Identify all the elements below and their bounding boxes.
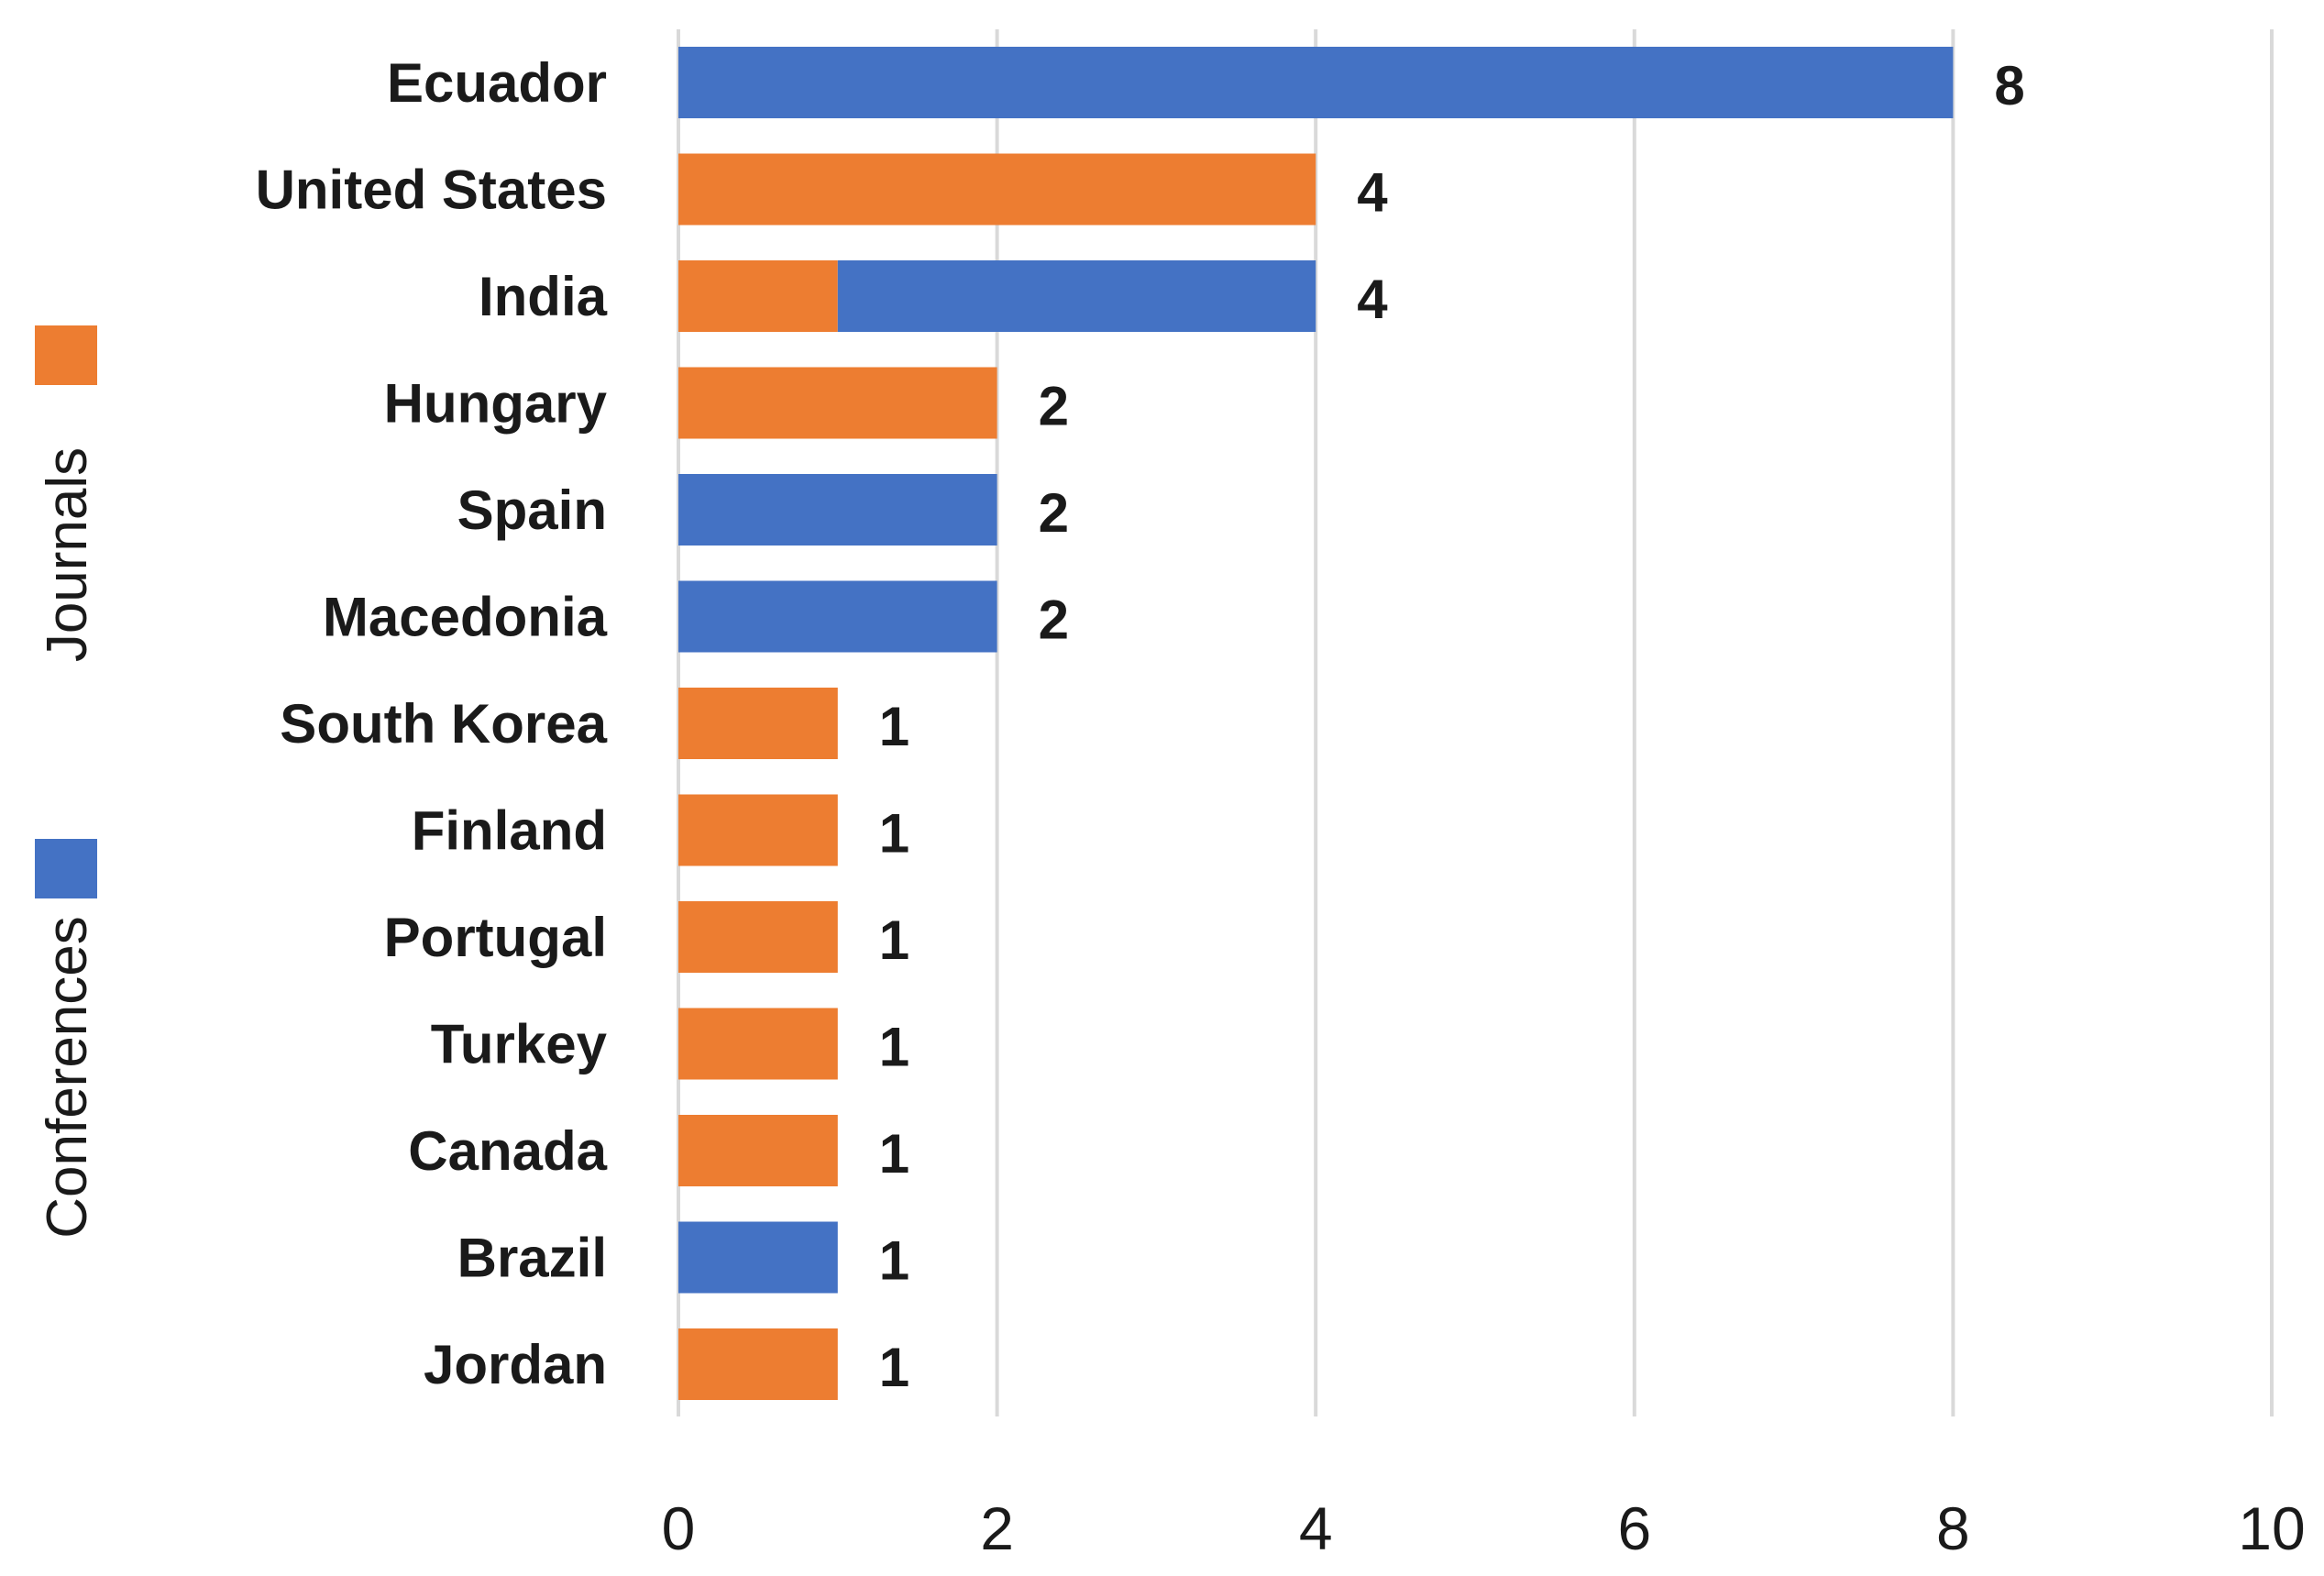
x-tick-label: 4 bbox=[1299, 1494, 1333, 1562]
data-label: 1 bbox=[879, 1337, 909, 1398]
category-label: United States bbox=[256, 160, 607, 221]
category-label: Canada bbox=[408, 1120, 607, 1182]
data-label: 1 bbox=[879, 696, 909, 757]
bar-journals-portugal bbox=[678, 901, 838, 973]
bar-journals-finland bbox=[678, 794, 838, 866]
bar-journals-canada bbox=[678, 1115, 838, 1186]
bar-journals-hungary bbox=[678, 367, 997, 439]
x-tick-label: 2 bbox=[980, 1494, 1014, 1562]
category-label: Hungary bbox=[384, 373, 608, 435]
legend-swatch-journals bbox=[35, 325, 97, 385]
bars bbox=[678, 47, 1954, 1400]
x-tick-label: 0 bbox=[662, 1494, 696, 1562]
data-label: 2 bbox=[1039, 590, 1069, 651]
legend-swatch-conferences bbox=[35, 839, 97, 898]
data-label: 8 bbox=[1994, 55, 2024, 116]
bar-conferences-spain bbox=[678, 474, 997, 546]
bar-conferences-macedonia bbox=[678, 580, 997, 653]
legend-label-conferences: Conferences bbox=[36, 916, 99, 1239]
category-label: Macedonia bbox=[323, 587, 608, 648]
x-tick-label: 8 bbox=[1936, 1494, 1970, 1562]
bar-conferences-brazil bbox=[678, 1221, 838, 1294]
legend-label-journals: Journals bbox=[36, 447, 99, 662]
gridlines bbox=[677, 29, 2274, 1416]
data-label: 1 bbox=[879, 1123, 909, 1185]
data-label: 2 bbox=[1039, 482, 1069, 544]
data-label: 1 bbox=[879, 803, 909, 865]
category-label: Ecuador bbox=[387, 52, 607, 114]
bar-journals-united-states bbox=[678, 153, 1316, 226]
legend: Journals Conferences bbox=[35, 325, 99, 1239]
bar-journals-jordan bbox=[678, 1328, 838, 1400]
category-label: Finland bbox=[412, 800, 607, 862]
data-label: 1 bbox=[879, 1017, 909, 1078]
data-label: 4 bbox=[1357, 162, 1388, 224]
data-label: 1 bbox=[879, 909, 909, 971]
category-label: Turkey bbox=[431, 1014, 608, 1075]
category-label: Jordan bbox=[424, 1334, 607, 1395]
bar-conferences-india bbox=[837, 260, 1316, 332]
data-label: 4 bbox=[1357, 269, 1388, 330]
category-label: Brazil bbox=[457, 1228, 607, 1289]
category-label: Spain bbox=[457, 479, 607, 541]
bar-journals-south-korea bbox=[678, 688, 838, 759]
bar-conferences-ecuador bbox=[678, 47, 1954, 118]
category-label: Portugal bbox=[384, 907, 607, 968]
bar-journals-india bbox=[678, 260, 838, 332]
labels: 0 2 4 6 8 10 Ecuador 8 United States 4 India 4 Hunga… bbox=[256, 52, 2306, 1562]
bar-journals-turkey bbox=[678, 1008, 838, 1080]
data-label: 1 bbox=[879, 1230, 909, 1292]
category-label: India bbox=[479, 266, 608, 327]
x-tick-label: 6 bbox=[1617, 1494, 1651, 1562]
data-label: 2 bbox=[1039, 376, 1069, 437]
category-label: South Korea bbox=[280, 693, 607, 755]
x-tick-label: 10 bbox=[2238, 1494, 2305, 1562]
